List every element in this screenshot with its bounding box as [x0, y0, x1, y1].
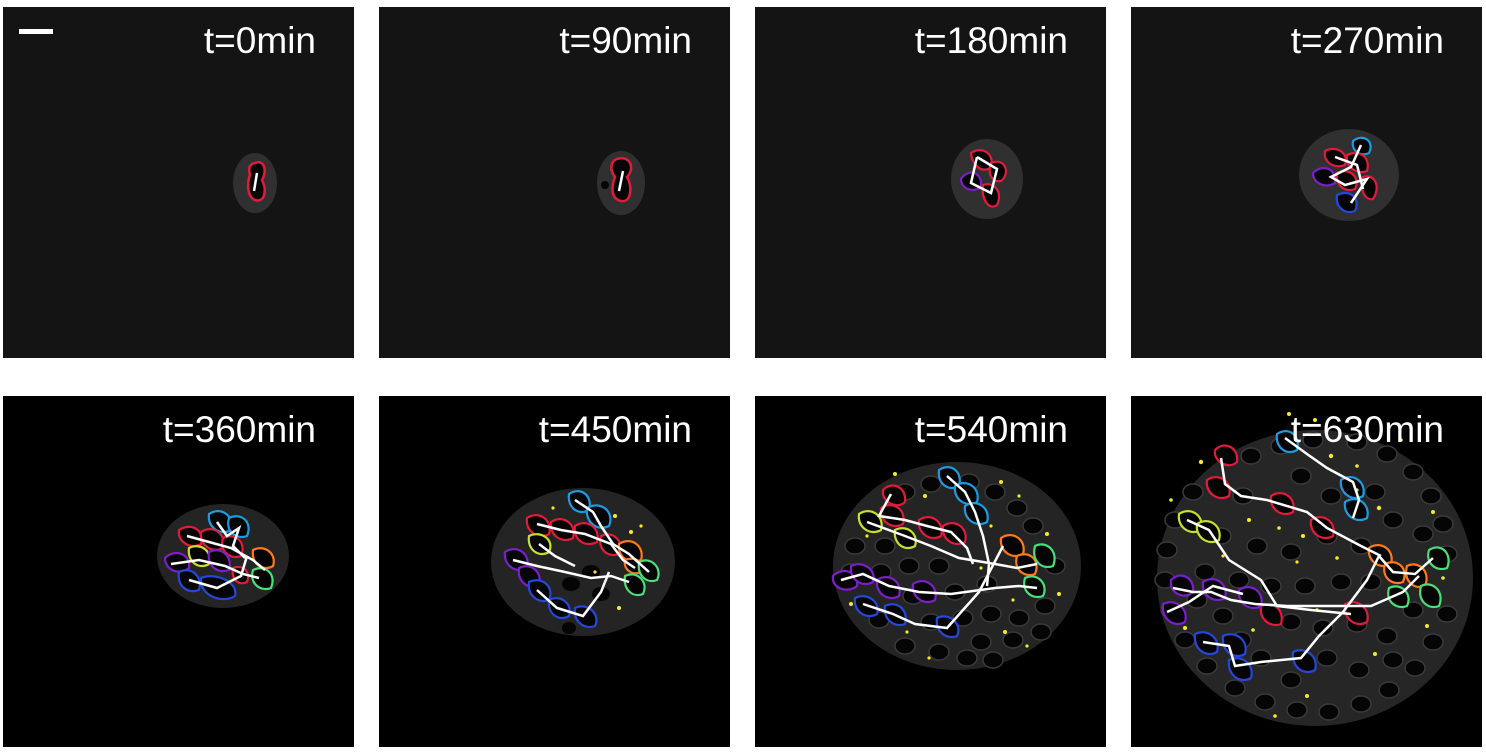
panel-t90: t=90min: [379, 7, 730, 358]
microscopy-image: [831, 462, 1081, 670]
microscopy-image: [157, 504, 289, 608]
microscopy-image: [1299, 129, 1399, 221]
panel-t450: t=450min: [379, 396, 730, 747]
panel-t270: t=270min: [1131, 7, 1482, 358]
microscopy-image: [233, 153, 277, 213]
time-label: t=270min: [1290, 20, 1444, 61]
panel-t630: t=630min: [1131, 396, 1482, 747]
panel-t0: t=0min: [3, 7, 354, 358]
panel-t540: t=540min: [755, 396, 1106, 747]
microscopy-image: [491, 488, 675, 636]
scale-bar: [19, 29, 53, 34]
time-label: t=450min: [538, 409, 692, 450]
panel-t360: t=360min: [3, 396, 354, 747]
panel-t180: t=180min: [755, 7, 1106, 358]
time-label: t=630min: [1290, 409, 1444, 450]
microscopy-image: [1154, 412, 1473, 726]
time-label: t=540min: [914, 409, 1068, 450]
time-label: t=0min: [203, 20, 316, 61]
time-label: t=180min: [914, 20, 1068, 61]
microscopy-image: [951, 139, 1023, 219]
microscopy-image: [597, 151, 645, 215]
time-label: t=360min: [162, 409, 316, 450]
time-label: t=90min: [559, 20, 692, 61]
